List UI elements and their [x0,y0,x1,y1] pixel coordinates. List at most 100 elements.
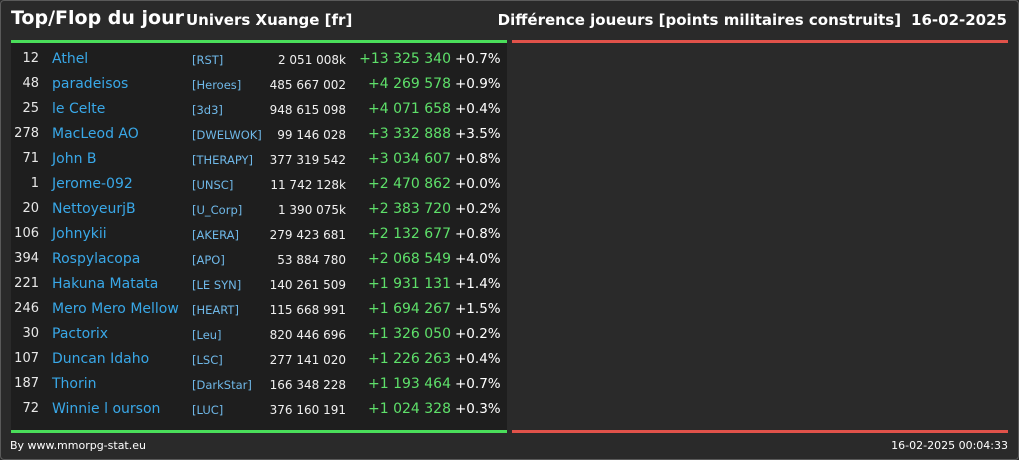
points-difference: +13 325 340 [359,51,451,67]
table-row: 187 Thorin [DarkStar] 166 348 228 +1 193 464… [11,372,507,397]
points-difference: +1 326 050 [368,326,451,342]
player-rank: 246 [14,301,39,316]
player-name-link[interactable]: Rospylacopa [52,251,141,267]
player-rank: 107 [14,351,39,366]
player-rank: 20 [22,201,39,216]
player-points: 279 423 681 [269,228,346,242]
table-row: 246 Mero Mero Mellow [HEART] 115 668 991 +1 … [11,297,507,322]
player-points: 53 884 780 [277,253,346,267]
player-name-link[interactable]: John B [52,151,97,167]
bottom-accent-bar-green [11,430,507,433]
player-rank: 48 [22,76,39,91]
table-row: 25 le Celte [3d3] 948 615 098 +4 071 658 +0.4… [11,97,507,122]
player-points: 115 668 991 [269,303,346,317]
player-points: 820 446 696 [269,328,346,342]
bottom-accent-bar-red [512,430,1008,433]
player-rank: 25 [22,101,39,116]
player-name-link[interactable]: Hakuna Matata [52,276,159,292]
player-name-link[interactable]: Johnykii [52,226,107,242]
player-name-link[interactable]: Duncan Idaho [52,351,150,367]
alliance-tag-link[interactable]: [Leu] [192,328,222,342]
points-difference: +1 226 263 [368,351,451,367]
percent-change: +0.0% [455,176,501,192]
table-row: 30 Pactorix [Leu] 820 446 696 +1 326 050 +0.2… [11,322,507,347]
alliance-tag-link[interactable]: [LUC] [192,403,224,417]
alliance-tag-link[interactable]: [LSC] [192,353,223,367]
table-row: 278 MacLeod AO [DWELWOK] 99 146 028 +3 332 8… [11,122,507,147]
alliance-tag-link[interactable]: [3d3] [192,103,223,117]
alliance-tag-link[interactable]: [Heroes] [192,78,242,92]
alliance-tag-link[interactable]: [AKERA] [192,228,240,242]
source-link[interactable]: By www.mmorpg-stat.eu [10,439,146,452]
alliance-tag-link[interactable]: [HEART] [192,303,239,317]
player-points: 376 160 191 [269,403,346,417]
table-row: 221 Hakuna Matata [LE SYN] 140 261 509 +1 93… [11,272,507,297]
points-difference: +4 269 578 [368,76,451,92]
player-rank: 12 [22,51,39,66]
table-row: 107 Duncan Idaho [LSC] 277 141 020 +1 226 26… [11,347,507,372]
points-difference: +1 694 267 [368,301,451,317]
player-rank: 30 [22,326,39,341]
top-accent-bar-green [11,40,507,43]
points-difference: +2 132 677 [368,226,451,242]
player-name-link[interactable]: NettoyeurjB [52,201,136,217]
table-row: 20 NettoyeurjB [U_Corp] 1 390 075k +2 383 72… [11,197,507,222]
universe-label: Univers Xuange [fr] [186,11,353,29]
alliance-tag-link[interactable]: [DarkStar] [192,378,252,392]
percent-change: +0.7% [455,51,501,67]
page-title: Top/Flop du jour [11,7,184,29]
alliance-tag-link[interactable]: [UNSC] [192,178,234,192]
points-difference: +3 034 607 [368,151,451,167]
percent-change: +3.5% [455,126,501,142]
player-name-link[interactable]: Mero Mero Mellow [52,301,179,317]
points-difference: +2 383 720 [368,201,451,217]
flop-players-panel [512,43,1008,430]
player-name-link[interactable]: Thorin [52,376,97,392]
player-name-link[interactable]: MacLeod AO [52,126,139,142]
percent-change: +0.2% [455,326,501,342]
player-points: 140 261 509 [269,278,346,292]
percent-change: +0.8% [455,151,501,167]
player-points: 948 615 098 [269,103,346,117]
points-difference: +4 071 658 [368,101,451,117]
header: Top/Flop du jour Univers Xuange [fr] Dif… [0,0,1019,40]
table-row: 394 Rospylacopa [APO] 53 884 780 +2 068 549 +… [11,247,507,272]
points-difference: +1 193 464 [368,376,451,392]
table-row: 1 Jerome-092 [UNSC] 11 742 128k +2 470 862 +0… [11,172,507,197]
alliance-tag-link[interactable]: [APO] [192,253,225,267]
player-name-link[interactable]: Pactorix [52,326,109,342]
table-row: 12 Athel [RST] 2 051 008k +13 325 340 +0.7% [11,47,507,72]
alliance-tag-link[interactable]: [LE SYN] [192,278,242,292]
table-row: 71 John B [THERAPY] 377 319 542 +3 034 607 +0… [11,147,507,172]
metric-label: Différence joueurs [points militaires co… [497,11,902,29]
player-name-link[interactable]: le Celte [52,101,106,117]
alliance-tag-link[interactable]: [RST] [192,53,224,67]
alliance-tag-link[interactable]: [U_Corp] [192,203,243,217]
player-points: 277 141 020 [269,353,346,367]
header-right: Différence joueurs [points militaires co… [488,11,1007,29]
player-name-link[interactable]: Athel [52,51,89,67]
player-points: 2 051 008k [277,53,346,67]
alliance-tag-link[interactable]: [DWELWOK] [192,128,262,142]
player-name-link[interactable]: Winnie l ourson [52,401,161,417]
player-name-link[interactable]: paradeisos [52,76,129,92]
percent-change: +1.4% [455,276,501,292]
table-row: 72 Winnie l ourson [LUC] 376 160 191 +1 024 … [11,397,507,422]
points-difference: +2 470 862 [368,176,451,192]
percent-change: +1.5% [455,301,501,317]
alliance-tag-link[interactable]: [THERAPY] [192,153,254,167]
percent-change: +0.2% [455,201,501,217]
player-name-link[interactable]: Jerome-092 [52,176,133,192]
date-label: 16-02-2025 [911,11,1007,29]
top-players-panel: 12 Athel [RST] 2 051 008k +13 325 340 +0.7% 48… [11,43,507,430]
player-rank: 278 [14,126,39,141]
player-rank: 221 [14,276,39,291]
points-difference: +3 332 888 [368,126,451,142]
player-rank: 187 [14,376,39,391]
player-points: 377 319 542 [269,153,346,167]
points-difference: +1 024 328 [368,401,451,417]
player-points: 1 390 075k [277,203,346,217]
player-rank: 106 [14,226,39,241]
table-row: 48 paradeisos [Heroes] 485 667 002 +4 269 57… [11,72,507,97]
timestamp: 16-02-2025 00:04:33 [891,439,1008,452]
